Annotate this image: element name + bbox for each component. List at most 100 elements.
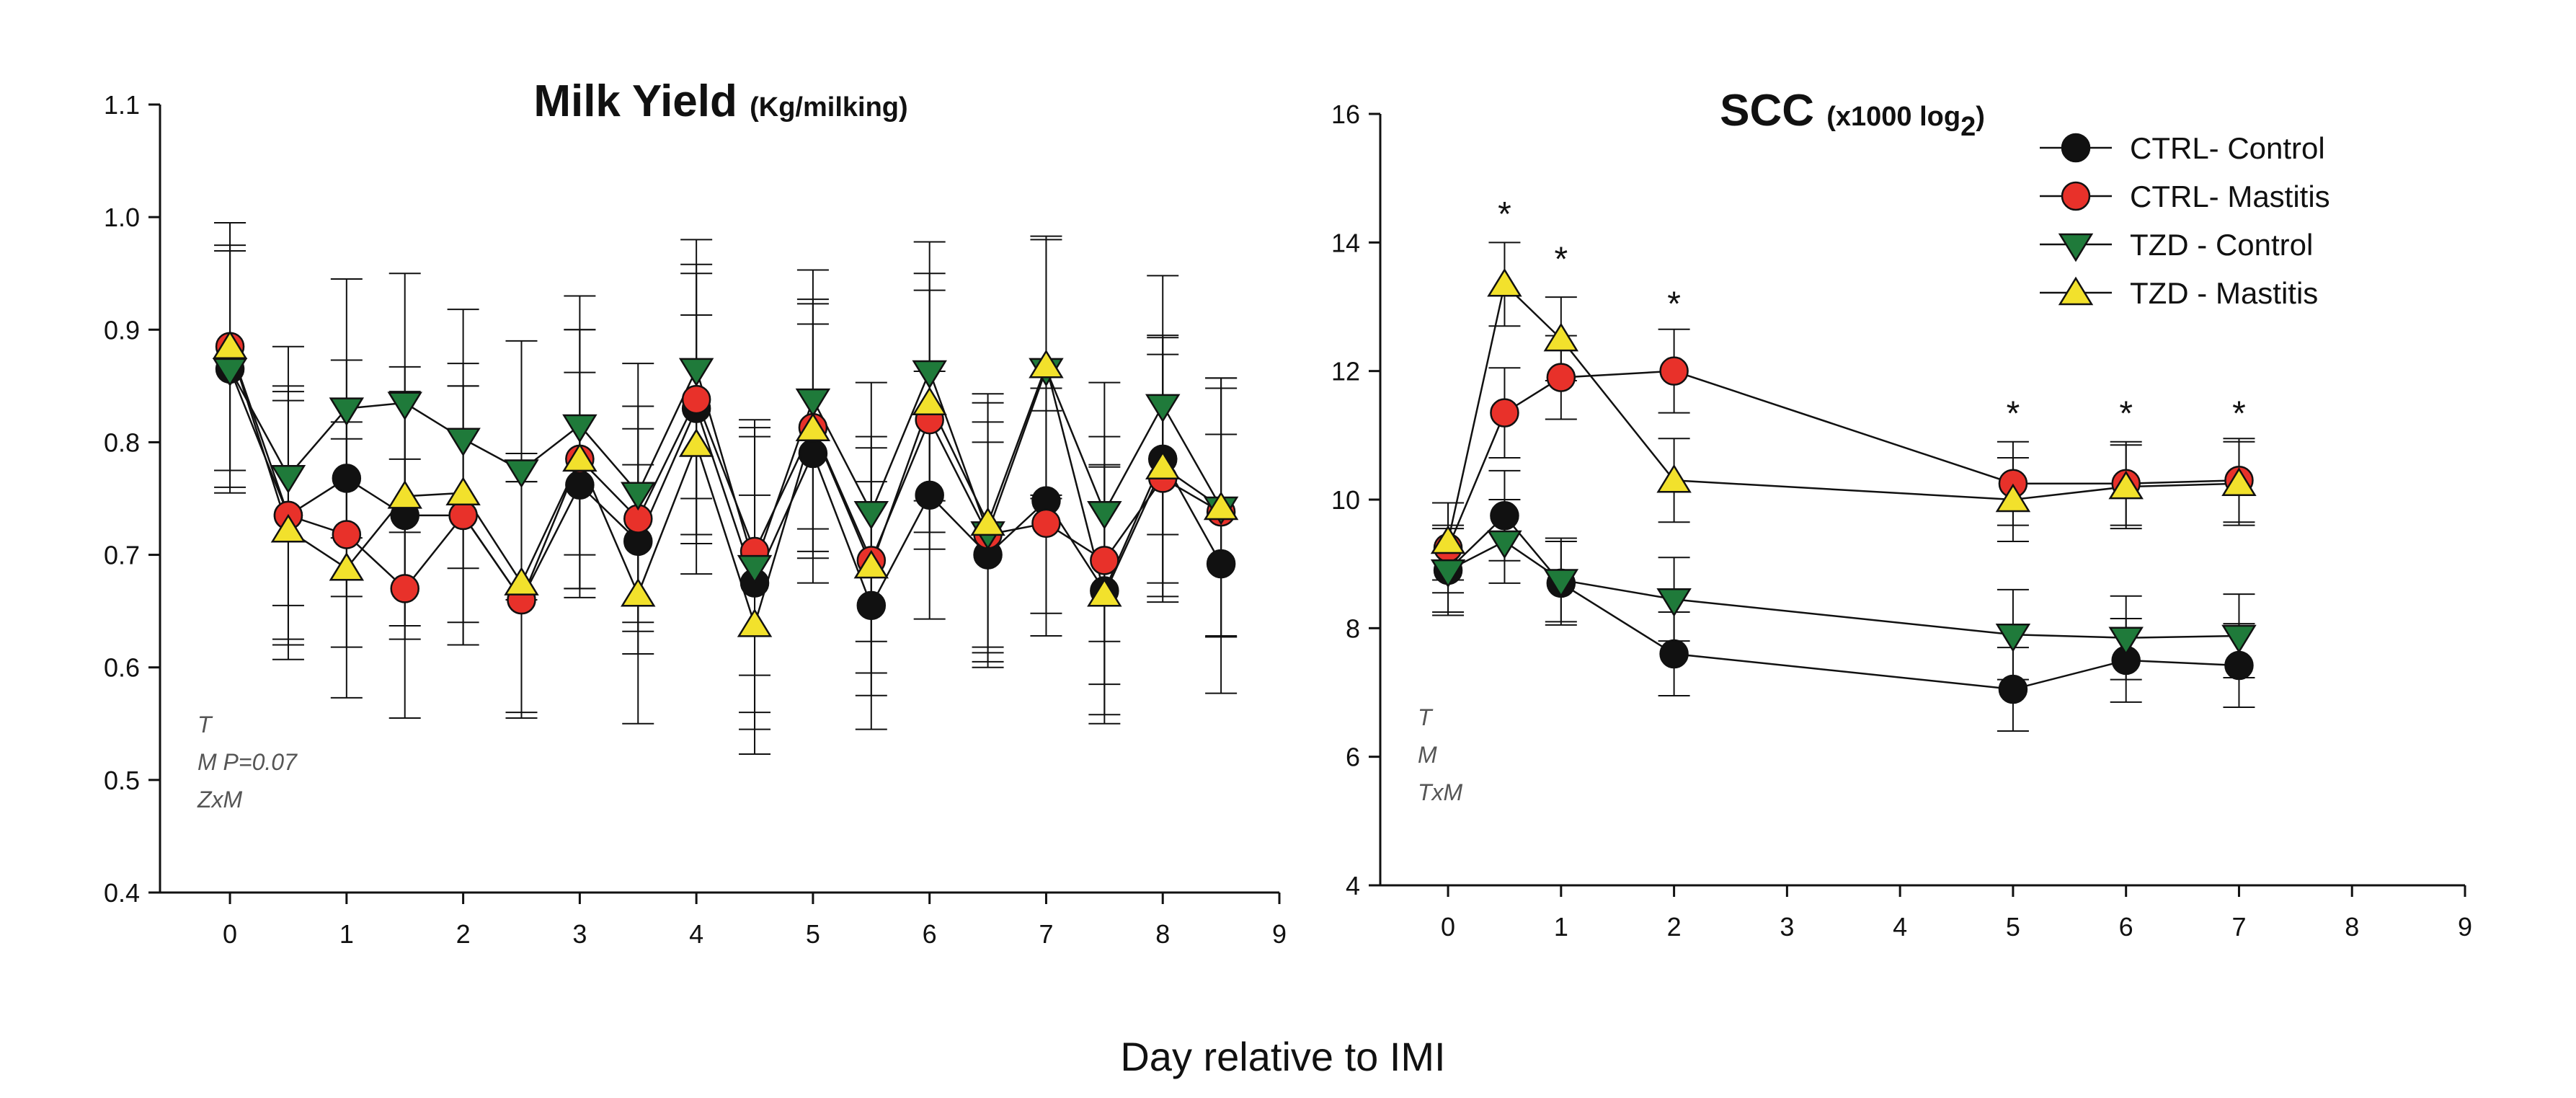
milk-x-tick-label: 9 (1272, 919, 1287, 949)
milk-point-tzd-control (853, 500, 889, 530)
milk-x-tick-label: 0 (223, 919, 237, 949)
milk-point-tzd-mastitis (329, 552, 365, 581)
scc-point-tzd-control (1995, 624, 2031, 652)
scc-point-tzd-mastitis (1995, 483, 2031, 513)
milk-x-tick-label: 7 (1039, 919, 1053, 949)
scc-y-tick-label: 16 (1331, 99, 1360, 129)
legend-marker-ctrl-mastitis (2061, 181, 2091, 211)
scc-significance-star: * (2007, 394, 2020, 433)
milk-point-tzd-mastitis (1087, 577, 1122, 607)
milk-point-ctrl-control (332, 464, 362, 493)
legend-entry-ctrl-mastitis: CTRL- Mastitis (2040, 180, 2330, 213)
milk-point-tzd-control (387, 391, 422, 421)
milk-point-tzd-control (621, 482, 656, 511)
milk-point-tzd-control (445, 428, 481, 457)
milk-point-tzd-control (504, 459, 539, 488)
milk-y-tick-label: 0.5 (104, 766, 140, 795)
milk-point-tzd-control (678, 358, 714, 387)
scc-stat-label: T (1418, 704, 1434, 730)
milk-point-tzd-mastitis (621, 577, 656, 607)
scc-significance-star: * (2232, 394, 2246, 433)
milk-point-tzd-mastitis (212, 330, 248, 359)
scc-point-tzd-control (1656, 588, 1692, 617)
milk-point-tzd-control (795, 388, 831, 417)
legend-marker-tzd-mastitis (2058, 276, 2094, 306)
milk-point-tzd-mastitis (678, 428, 714, 457)
milk-point-ctrl-control (856, 590, 887, 621)
legend-label: CTRL- Mastitis (2130, 180, 2330, 213)
milk-stat-label: ZxM (197, 787, 243, 813)
milk-chart-title: Milk Yield (Kg/milking) (533, 76, 907, 126)
milk-point-tzd-control (270, 465, 306, 494)
scc-chart-title: SCC (x1000 log2) (1720, 86, 1985, 142)
scc-point-ctrl-mastitis (1490, 398, 1519, 428)
milk-point-ctrl-control (565, 470, 595, 500)
milk-point-tzd-control (329, 397, 365, 426)
milk-point-tzd-control (1145, 394, 1181, 423)
scc-y-tick-label: 10 (1331, 485, 1360, 515)
milk-y-tick-label: 0.6 (104, 653, 140, 683)
milk-y-tick-label: 0.8 (104, 428, 140, 457)
scc-point-ctrl-control (1659, 639, 1689, 669)
milk-point-tzd-control (1087, 500, 1122, 530)
milk-x-tick-label: 2 (456, 919, 471, 949)
scc-point-ctrl-control (2224, 650, 2254, 681)
milk-point-tzd-mastitis (1203, 491, 1239, 521)
milk-x-tick-label: 3 (572, 919, 587, 949)
milk-y-tick-label: 0.4 (104, 878, 140, 908)
milk-point-tzd-mastitis (387, 479, 422, 509)
scc-stat-label: TxM (1418, 779, 1463, 805)
milk-x-tick-label: 4 (689, 919, 703, 949)
milk-point-ctrl-mastitis (448, 500, 478, 531)
scc-point-tzd-control (2221, 624, 2257, 654)
scc-x-tick-label: 2 (1667, 912, 1682, 942)
milk-stat-label: M P=0.07 (197, 749, 298, 775)
milk-point-ctrl-control (1206, 549, 1236, 579)
legend-entry-tzd-mastitis: TZD - Mastitis (2040, 276, 2318, 310)
milk-point-tzd-mastitis (562, 443, 598, 472)
scc-point-tzd-mastitis (2108, 470, 2144, 500)
scc-significance-star: * (1498, 195, 1511, 234)
milk-point-tzd-control (737, 554, 773, 584)
milk-point-tzd-mastitis (1029, 349, 1064, 378)
scc-y-tick-label: 14 (1331, 228, 1360, 257)
scc-y-tick-label: 8 (1346, 614, 1360, 643)
x-axis-label: Day relative to IMI (1120, 1034, 1445, 1079)
scc-significance-star: * (2119, 394, 2133, 433)
scc-x-tick-label: 8 (2345, 912, 2359, 942)
milk-x-tick-label: 6 (923, 919, 937, 949)
milk-point-tzd-mastitis (504, 567, 539, 596)
scc-x-tick-label: 5 (2006, 912, 2020, 942)
milk-yield-panel: 0.4 0.5 0.6 0.7 0.8 0.9 1.0 1.1 0 1 2 3 4 5 6 7 8 9 Milk Y… (104, 76, 1287, 949)
scc-point-tzd-mastitis (1656, 464, 1692, 493)
milk-line-ctrl-mastitis (228, 346, 1222, 602)
scc-point-ctrl-control (1490, 501, 1519, 531)
milk-point-tzd-control (562, 414, 598, 443)
scc-point-tzd-mastitis (1487, 267, 1522, 297)
scc-x-tick-label: 4 (1893, 912, 1907, 942)
milk-line-tzd-mastitis (228, 346, 1222, 628)
milk-point-ctrl-mastitis (1090, 546, 1119, 575)
legend-marker-tzd-control (2058, 233, 2094, 262)
milk-point-ctrl-mastitis (332, 520, 362, 549)
scc-stat-label: M (1418, 742, 1437, 768)
scc-point-tzd-mastitis (1430, 525, 1466, 554)
scc-point-tzd-control (2108, 627, 2144, 656)
scc-point-tzd-control (1543, 569, 1579, 598)
milk-point-tzd-mastitis (270, 513, 306, 543)
legend-label: CTRL- Control (2130, 131, 2325, 165)
milk-point-ctrl-control (798, 438, 828, 469)
scc-x-tick-label: 7 (2231, 912, 2246, 942)
milk-point-tzd-mastitis (795, 412, 831, 441)
scc-x-tick-label: 1 (1554, 912, 1568, 942)
scc-point-tzd-mastitis (1543, 322, 1579, 352)
legend-entry-ctrl-control: CTRL- Control (2040, 131, 2325, 165)
legend-label: TZD - Control (2130, 228, 2313, 262)
milk-point-tzd-mastitis (970, 507, 1005, 536)
scc-y-tick-label: 6 (1346, 743, 1360, 772)
milk-point-ctrl-control (915, 480, 944, 510)
milk-point-tzd-mastitis (912, 386, 947, 416)
milk-point-tzd-mastitis (445, 477, 481, 505)
milk-y-tick-label: 1.0 (104, 203, 140, 232)
